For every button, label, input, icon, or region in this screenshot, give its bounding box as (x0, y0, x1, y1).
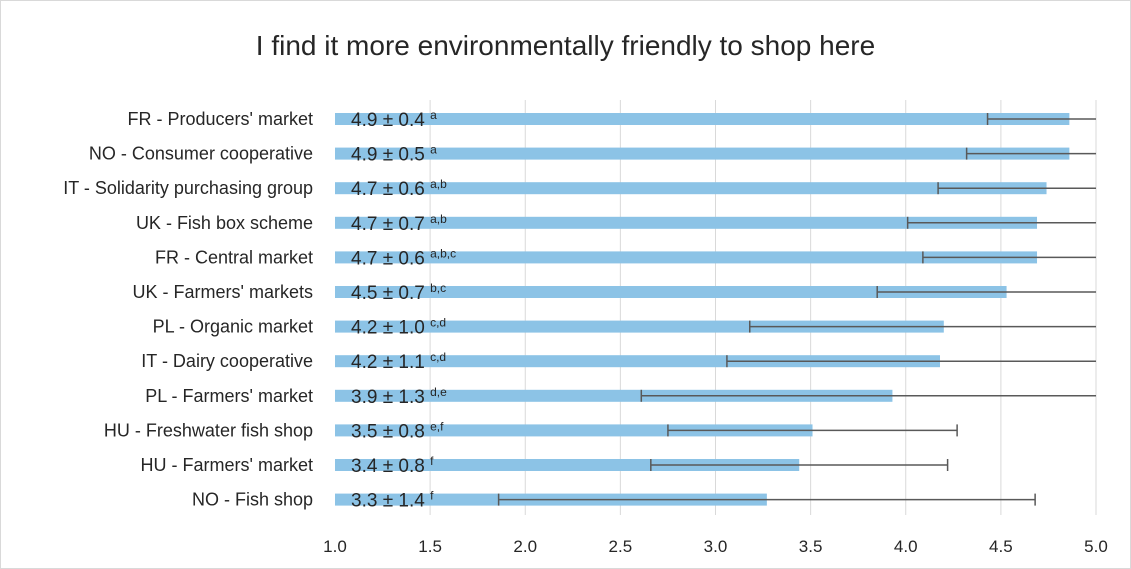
data-label: 4.5 ± 0.7 b,c (351, 281, 446, 304)
bar (335, 355, 940, 368)
significance-letters: a,b,c (430, 246, 456, 260)
bar (335, 251, 1038, 264)
significance-letters: a,b (430, 177, 447, 191)
category-label: PL - Organic market (153, 317, 313, 337)
bar (335, 182, 1047, 195)
bar (335, 320, 944, 333)
bar (335, 424, 813, 437)
data-label: 3.3 ± 1.4 f (351, 489, 434, 512)
bar (335, 113, 1070, 125)
x-tick-label: 1.0 (323, 537, 347, 556)
bar (335, 147, 1070, 160)
data-label: 4.7 ± 0.6 a,b (351, 177, 447, 200)
significance-letters: a,b (430, 212, 447, 226)
category-label: IT - Dairy cooperative (141, 351, 313, 371)
category-label: PL - Farmers' market (145, 386, 313, 406)
data-labels: 4.9 ± 0.4 a 4.9 ± 0.5 a 4.7 ± 0.6 a,b 4.7 ±… (351, 108, 456, 512)
x-tick-label: 3.0 (704, 537, 728, 556)
significance-letters: f (430, 454, 434, 468)
significance-letters: c,d (430, 350, 446, 364)
significance-letters: b,c (430, 281, 446, 295)
x-tick-label: 5.0 (1084, 537, 1108, 556)
data-label: 4.9 ± 0.5 a (351, 143, 437, 166)
significance-letters: a (430, 108, 437, 122)
data-label: 4.2 ± 1.0 c,d (351, 316, 446, 339)
significance-letters: f (430, 489, 434, 503)
category-label: NO - Fish shop (192, 490, 313, 510)
bar (335, 389, 893, 402)
x-tick-label: 1.5 (418, 537, 442, 556)
x-tick-label: 3.5 (799, 537, 823, 556)
category-labels: FR - Producers' market NO - Consumer coop… (63, 109, 313, 510)
significance-letters: e,f (430, 419, 444, 433)
category-label: HU - Freshwater fish shop (104, 420, 313, 440)
significance-letters: d,e (430, 385, 447, 399)
chart-title: I find it more environmentally friendly … (255, 30, 876, 61)
bar (335, 216, 1038, 229)
x-tick-label: 4.0 (894, 537, 918, 556)
category-label: HU - Farmers' market (141, 455, 313, 475)
x-tick-label: 4.5 (989, 537, 1013, 556)
category-label: IT - Solidarity purchasing group (63, 178, 313, 198)
data-label: 3.4 ± 0.8 f (351, 454, 434, 477)
gridlines (429, 100, 1097, 515)
significance-letters: c,d (430, 316, 446, 330)
significance-letters: a (430, 143, 437, 157)
category-label: UK - Fish box scheme (136, 213, 313, 233)
data-label: 3.9 ± 1.3 d,e (351, 385, 447, 408)
data-label: 3.5 ± 0.8 e,f (351, 419, 444, 442)
data-label: 4.2 ± 1.1 c,d (351, 350, 446, 373)
category-label: NO - Consumer cooperative (89, 144, 313, 164)
bar (335, 459, 800, 471)
x-tick-label: 2.0 (513, 537, 537, 556)
x-tick-labels: 1.0 1.5 2.0 2.5 3.0 3.5 4.0 4.5 5.0 (323, 537, 1108, 556)
bar (335, 286, 1007, 298)
data-label: 4.7 ± 0.7 a,b (351, 212, 447, 235)
category-label: FR - Central market (155, 247, 313, 267)
category-label: UK - Farmers' markets (133, 282, 313, 302)
data-label: 4.9 ± 0.4 a (351, 108, 437, 131)
data-label: 4.7 ± 0.6 a,b,c (351, 246, 456, 269)
error-bars (497, 113, 1096, 506)
bars (335, 113, 1070, 506)
x-tick-label: 2.5 (609, 537, 633, 556)
category-label: FR - Producers' market (128, 109, 313, 129)
